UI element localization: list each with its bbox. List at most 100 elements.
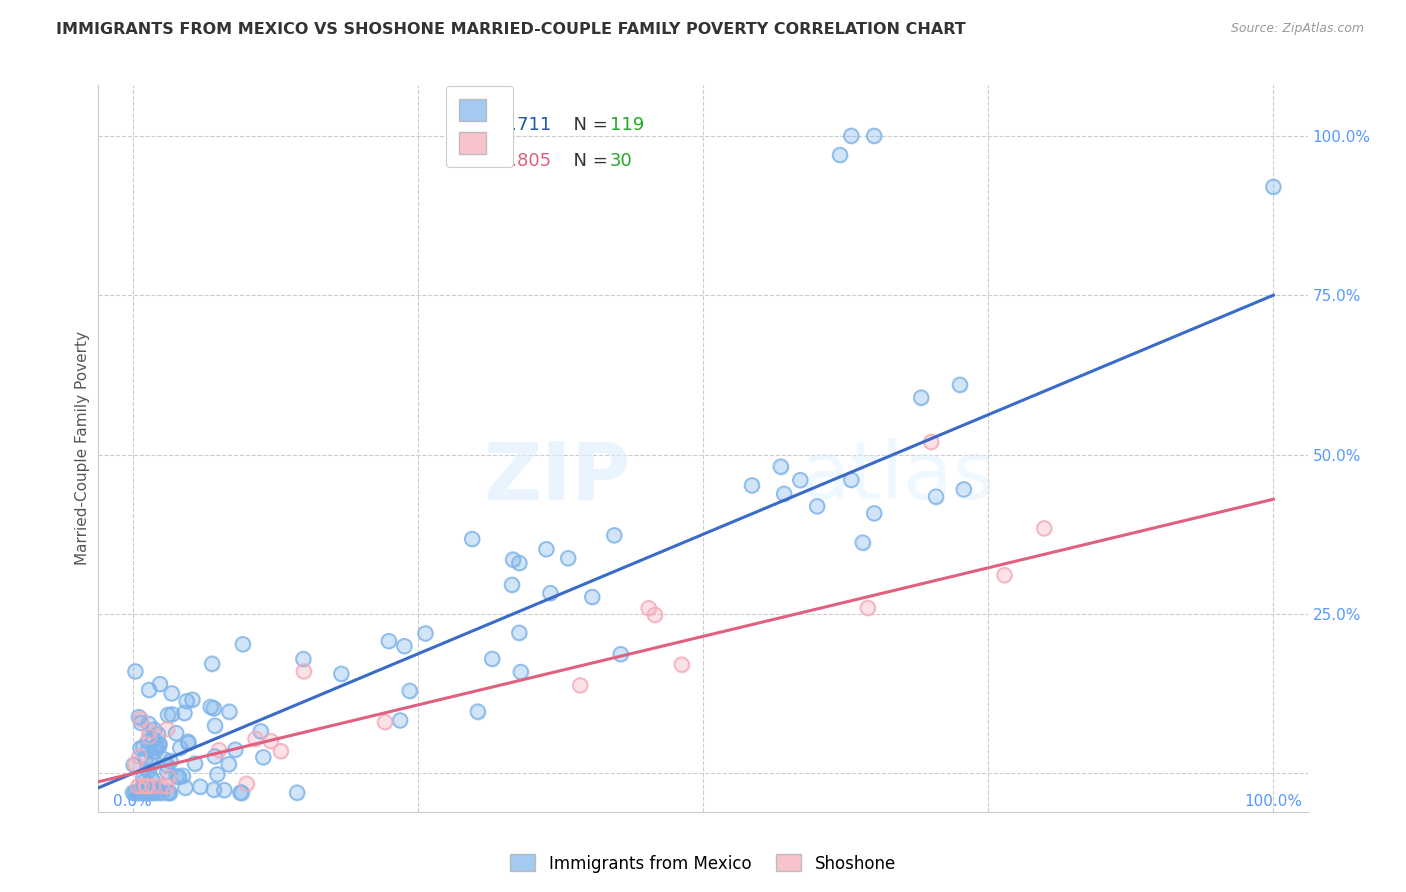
Point (141, 771, 163, 785)
Point (138, 682, 160, 697)
Point (952, 483, 974, 497)
Point (538, 586, 561, 600)
Point (177, 734, 200, 748)
Point (138, 716, 160, 731)
Point (156, 722, 179, 736)
Point (235, 777, 257, 791)
Point (159, 754, 181, 768)
Point (160, 686, 183, 700)
Point (212, 783, 235, 797)
Point (377, 634, 399, 648)
Point (671, 657, 693, 672)
Point (925, 490, 948, 504)
Point (856, 600, 879, 615)
Point (135, 779, 157, 793)
Point (132, 740, 155, 755)
Point (501, 578, 523, 592)
Point (330, 666, 353, 681)
Point (136, 786, 159, 800)
Point (839, 128, 862, 143)
Point (132, 771, 155, 785)
Point (201, 657, 224, 671)
Point (173, 706, 195, 720)
Point (177, 734, 200, 748)
Point (157, 786, 180, 800)
Point (389, 714, 412, 728)
Point (145, 739, 167, 753)
Point (128, 786, 150, 800)
Point (143, 744, 166, 758)
Point (142, 732, 165, 747)
Point (138, 716, 160, 731)
Point (509, 665, 531, 679)
Point (952, 483, 974, 497)
Point (124, 665, 146, 679)
Point (134, 774, 156, 789)
Point (127, 779, 149, 793)
Point (828, 148, 851, 162)
Point (141, 773, 163, 788)
Point (143, 723, 166, 737)
Text: 100.0%: 100.0% (1244, 794, 1302, 808)
Point (141, 786, 163, 800)
Point (508, 556, 530, 570)
Point (124, 756, 146, 771)
Point (270, 744, 292, 758)
Point (925, 490, 948, 504)
Point (156, 707, 179, 722)
Text: N =: N = (561, 152, 613, 170)
Point (136, 779, 159, 793)
Point (235, 777, 257, 791)
Point (136, 734, 159, 748)
Point (201, 657, 224, 671)
Point (207, 767, 229, 781)
Point (127, 786, 149, 800)
Point (212, 783, 235, 797)
Point (124, 786, 146, 800)
Point (153, 752, 176, 766)
Point (129, 712, 152, 726)
Text: atlas: atlas (800, 438, 994, 516)
Point (389, 714, 412, 728)
Point (467, 705, 489, 719)
Point (207, 767, 229, 781)
Point (129, 715, 152, 730)
Point (461, 532, 484, 546)
Point (136, 779, 159, 793)
Point (218, 757, 240, 772)
Point (132, 771, 155, 785)
Point (285, 786, 308, 800)
Point (741, 478, 763, 492)
Point (142, 754, 165, 768)
Point (145, 740, 167, 755)
Text: R =: R = (456, 116, 494, 134)
Point (141, 773, 163, 788)
Point (224, 742, 246, 756)
Point (135, 779, 157, 793)
Point (124, 786, 146, 800)
Point (231, 786, 253, 800)
Point (128, 710, 150, 724)
Point (508, 625, 530, 640)
Point (150, 779, 173, 793)
Point (132, 786, 155, 800)
Text: ZIP: ZIP (484, 438, 630, 516)
Point (538, 586, 561, 600)
Point (121, 786, 143, 800)
Point (644, 607, 666, 622)
Point (249, 724, 271, 739)
Text: 0.805: 0.805 (501, 152, 553, 170)
Point (160, 707, 183, 722)
Point (177, 736, 200, 750)
Point (156, 707, 179, 722)
Point (557, 551, 579, 566)
Point (292, 665, 315, 679)
Point (481, 652, 503, 666)
Point (769, 459, 792, 474)
Point (139, 758, 162, 772)
Point (122, 758, 145, 772)
Point (603, 528, 626, 542)
Point (200, 700, 222, 714)
Point (1263, 179, 1285, 194)
Point (377, 634, 399, 648)
